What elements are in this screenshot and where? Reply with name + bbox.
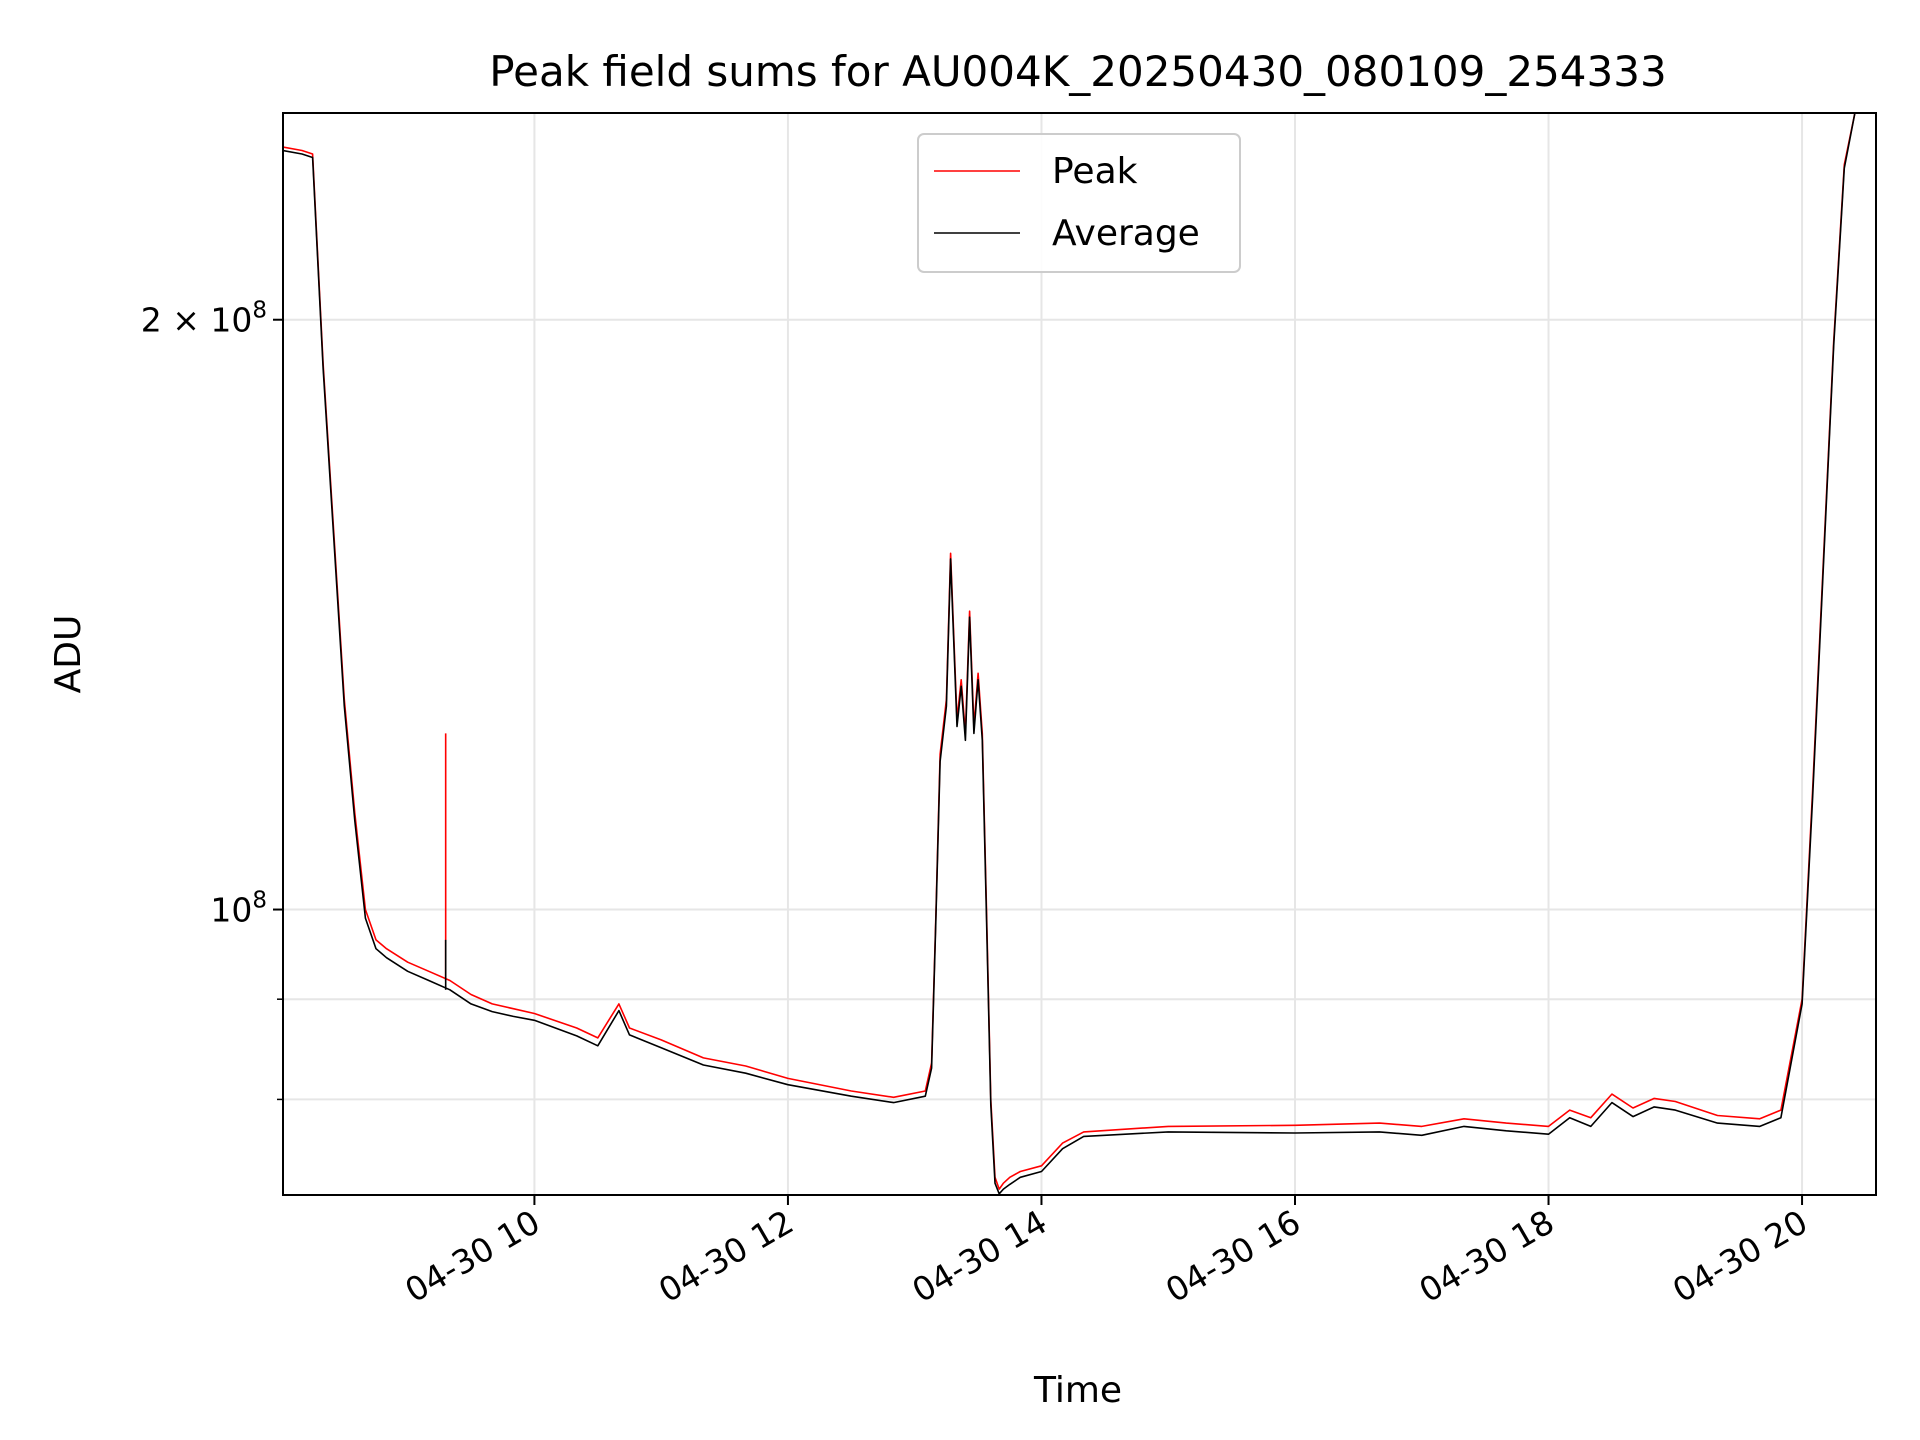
y-tick-label: 108	[210, 888, 267, 930]
y-axis: 108 2 × 108	[141, 298, 283, 1101]
legend-peak-label: Peak	[1052, 151, 1138, 192]
grid	[283, 113, 1876, 1195]
plot-frame	[282, 112, 1877, 1196]
y-axis-title: ADU	[48, 615, 89, 694]
series-line-peak	[283, 113, 1856, 1190]
chart-title: Peak field sums for AU004K_20250430_0801…	[489, 47, 1666, 96]
x-axis-title: Time	[1033, 1370, 1122, 1411]
legend-average-label: Average	[1052, 213, 1200, 254]
y-tick-label: 2 × 108	[141, 298, 267, 340]
series-layer	[283, 113, 1856, 1195]
legend-box	[917, 133, 1241, 273]
legend: Peak Average	[917, 133, 1241, 273]
series-line-average	[283, 113, 1856, 1195]
